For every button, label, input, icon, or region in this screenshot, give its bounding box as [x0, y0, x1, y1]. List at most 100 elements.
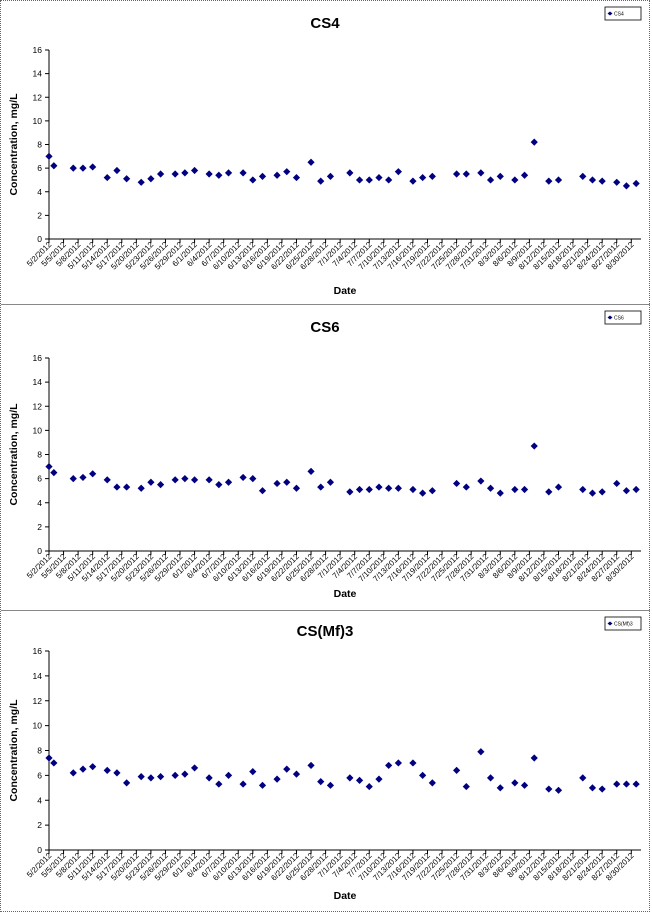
data-point	[273, 479, 281, 488]
data-point	[355, 776, 364, 784]
data-point	[205, 476, 213, 484]
chart-panel-cs4: CS4 CS4 0 2 4 6 8 10 12 14 16 Concentration, mg/L 5/…	[1, 1, 650, 305]
data-point	[613, 178, 621, 186]
data-point	[215, 780, 223, 788]
data-point	[530, 754, 538, 762]
data-point	[622, 182, 631, 190]
data-point	[283, 478, 291, 486]
legend-box	[604, 616, 642, 631]
y-tick-label: 2	[37, 522, 42, 532]
y-tick-label: 8	[37, 746, 42, 756]
data-point	[89, 763, 97, 771]
data-point	[239, 169, 247, 177]
data-point	[462, 782, 470, 791]
data-point	[346, 488, 354, 496]
y-tick-label: 4	[37, 498, 42, 508]
data-point	[554, 483, 563, 491]
y-tick-label: 2	[37, 210, 42, 220]
data-point	[365, 176, 373, 184]
data-point	[190, 166, 199, 175]
y-tick-label: 8	[37, 140, 42, 150]
data-point	[292, 173, 301, 182]
x-axis-label: Date	[334, 890, 357, 902]
data-point	[598, 785, 606, 793]
y-tick-label: 16	[33, 646, 43, 656]
y-axis-label: Concentration, mg/L	[8, 93, 20, 196]
data-point	[477, 169, 485, 177]
y-tick-label: 4	[37, 795, 42, 805]
y-tick-label: 10	[33, 425, 43, 435]
data-point	[273, 775, 281, 783]
data-point	[317, 777, 325, 786]
data-point	[79, 765, 87, 773]
data-point	[530, 138, 538, 146]
data-point	[326, 172, 335, 180]
data-point	[205, 170, 213, 178]
y-tick-label: 8	[37, 450, 42, 460]
data-point	[394, 759, 402, 767]
legend: CS(Mf)3	[604, 616, 642, 631]
data-point	[249, 768, 257, 776]
data-point	[632, 485, 640, 494]
data-point	[588, 176, 597, 184]
data-point	[375, 775, 383, 783]
y-tick-label: 0	[37, 234, 42, 244]
data-point	[622, 780, 631, 788]
chart-panel-csmf3: CS(Mf)3 CS(Mf)3 0 2 4 6 8 10 12 14 16 Concentration…	[1, 611, 650, 912]
data-point	[50, 759, 58, 767]
data-point	[258, 487, 267, 495]
data-point	[317, 177, 325, 185]
data-point	[224, 771, 233, 779]
data-point	[224, 478, 233, 486]
x-axis-label: Date	[334, 285, 357, 297]
legend-box	[604, 6, 642, 21]
data-point	[258, 781, 267, 789]
data-point	[462, 483, 470, 491]
data-point	[205, 774, 213, 782]
data-point	[613, 780, 621, 788]
data-point	[579, 172, 587, 180]
y-tick-label: 2	[37, 820, 42, 830]
y-tick-label: 12	[33, 696, 43, 706]
data-point	[147, 478, 155, 486]
data-point	[375, 483, 383, 491]
data-point	[171, 476, 179, 484]
data-point	[147, 175, 155, 183]
data-point	[346, 169, 354, 177]
data-point	[588, 489, 597, 497]
data-point	[511, 485, 519, 494]
chart-title: CS(Mf)3	[297, 623, 354, 640]
data-point	[181, 169, 189, 177]
y-tick-label: 14	[33, 69, 43, 79]
data-point	[113, 166, 121, 175]
data-point	[224, 169, 233, 177]
data-point	[273, 171, 281, 179]
data-point	[346, 774, 354, 782]
chart-panel-cs6: CS6 CS6 0 2 4 6 8 10 12 14 16 Concentration, mg/L 5/…	[1, 305, 650, 611]
y-tick-label: 12	[33, 401, 43, 411]
data-point	[409, 759, 417, 767]
y-tick-label: 16	[33, 353, 43, 363]
data-point	[190, 764, 199, 772]
data-point	[89, 163, 97, 171]
data-point	[477, 748, 485, 756]
data-point	[530, 442, 538, 450]
data-point	[419, 173, 427, 182]
data-point	[50, 162, 58, 170]
data-point	[385, 761, 393, 770]
data-point	[307, 761, 315, 770]
data-point	[249, 176, 257, 184]
data-point	[622, 487, 631, 495]
data-point	[419, 489, 427, 497]
data-point	[554, 176, 563, 184]
data-point	[45, 152, 53, 160]
data-point	[579, 485, 587, 494]
data-point	[215, 171, 223, 179]
data-point	[598, 177, 606, 185]
legend: CS6	[604, 310, 642, 325]
data-point	[147, 774, 155, 782]
data-point	[103, 476, 111, 484]
data-point	[394, 484, 402, 492]
